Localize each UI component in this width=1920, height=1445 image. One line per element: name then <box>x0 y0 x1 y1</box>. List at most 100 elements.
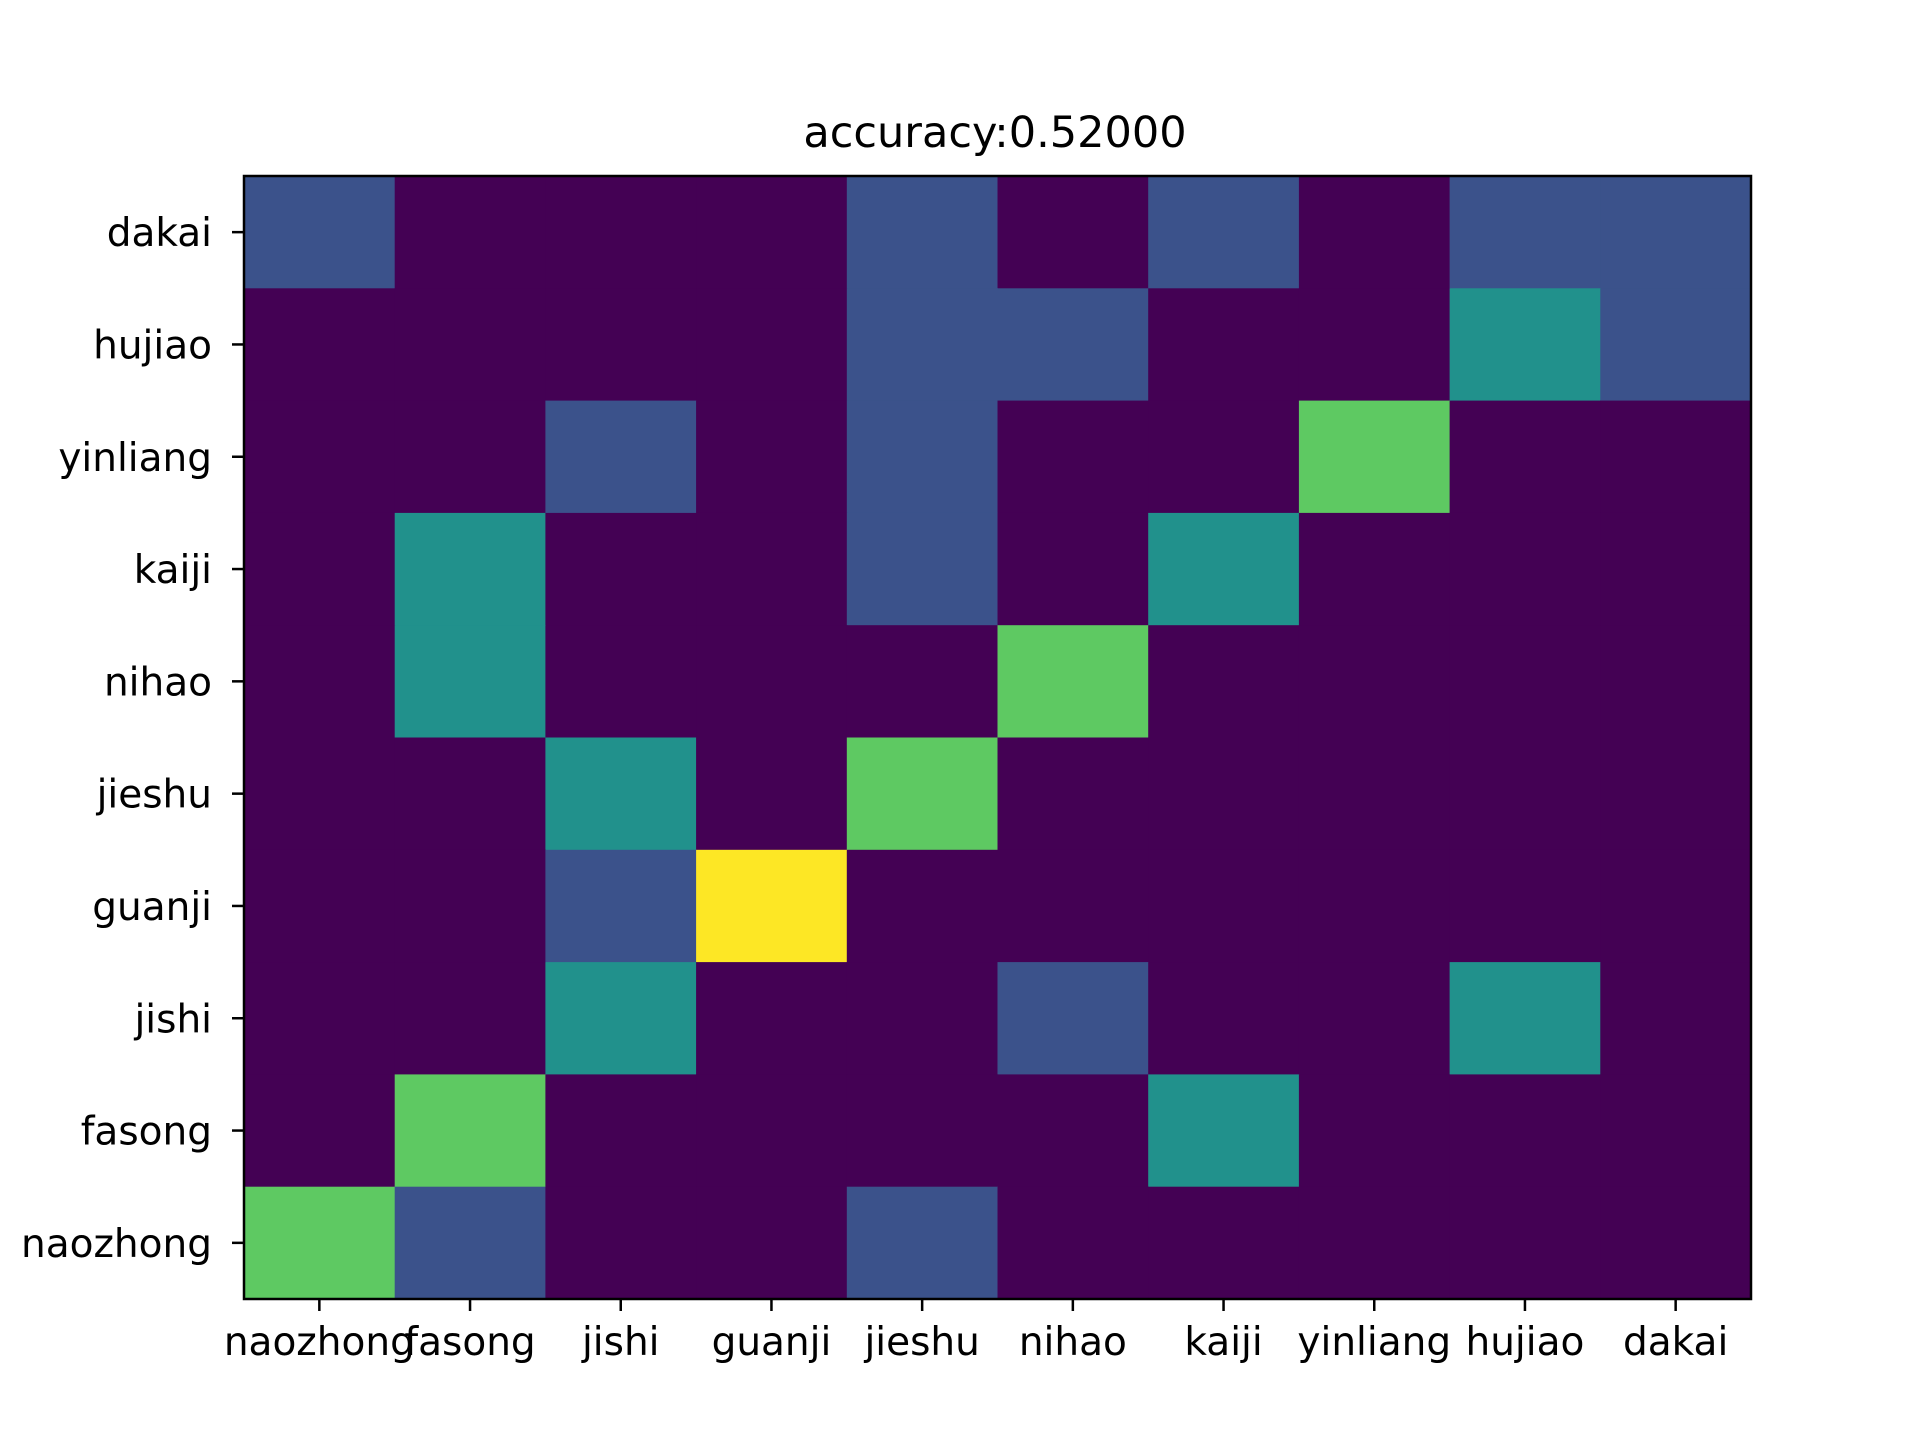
y-tick-label: dakai <box>107 211 212 256</box>
heatmap-cell <box>244 625 396 739</box>
heatmap-cell <box>997 1186 1149 1300</box>
heatmap-cell <box>244 400 396 514</box>
heatmap-cell <box>846 176 999 289</box>
heatmap-cell <box>545 176 697 289</box>
y-tick-label: hujiao <box>93 323 212 368</box>
heatmap-cell <box>696 1186 848 1300</box>
y-tick-label: jishi <box>133 997 212 1042</box>
heatmap-cell <box>1600 962 1752 1075</box>
heatmap-cell <box>1148 1186 1300 1300</box>
heatmap-cell <box>1298 512 1451 626</box>
heatmap-cell <box>1600 1186 1752 1300</box>
heatmap-cell <box>1148 1074 1300 1188</box>
heatmap-cell <box>997 288 1149 402</box>
x-tick-label: dakai <box>1623 1320 1728 1365</box>
x-tick-label: jieshu <box>863 1320 979 1365</box>
heatmap-cell <box>394 512 546 626</box>
heatmap-cells <box>244 176 1752 1300</box>
heatmap-cell <box>1298 176 1451 289</box>
heatmap-cell <box>997 1074 1149 1188</box>
heatmap-cell <box>997 512 1149 626</box>
heatmap-cell <box>997 625 1149 739</box>
heatmap-cell <box>997 849 1149 963</box>
y-tick-label: jieshu <box>96 773 212 818</box>
heatmap-cell <box>997 176 1149 289</box>
heatmap-cell <box>244 176 396 289</box>
heatmap-cell <box>394 288 546 402</box>
heatmap-cell <box>1298 849 1451 963</box>
heatmap-cell <box>846 962 999 1075</box>
heatmap-cell <box>545 849 697 963</box>
heatmap-cell <box>545 512 697 626</box>
heatmap-cell <box>1449 962 1601 1075</box>
heatmap-cell <box>846 1186 999 1300</box>
y-tick-label: nihao <box>104 660 212 705</box>
heatmap-cell <box>545 625 697 739</box>
heatmap-cell <box>545 400 697 514</box>
heatmap-cell <box>1148 176 1300 289</box>
heatmap-cell <box>545 288 697 402</box>
heatmap-cell <box>1148 849 1300 963</box>
heatmap-cell <box>545 962 697 1075</box>
heatmap-cell <box>244 737 396 851</box>
y-axis: dakai hujiao yinliang kaiji nihao jieshu guanj… <box>21 211 244 1267</box>
heatmap-cell <box>846 625 999 739</box>
heatmap-cell <box>997 962 1149 1075</box>
y-tick-label: yinliang <box>58 436 212 481</box>
heatmap-cell <box>846 512 999 626</box>
heatmap-cell <box>394 176 546 289</box>
heatmap-cell <box>1449 1186 1601 1300</box>
heatmap-cell <box>696 1074 848 1188</box>
heatmap-cell <box>1298 737 1451 851</box>
heatmap-cell <box>1600 176 1752 289</box>
heatmap-cell <box>1148 400 1300 514</box>
heatmap-cell <box>394 962 546 1075</box>
heatmap-cell <box>1148 625 1300 739</box>
heatmap-cell <box>244 512 396 626</box>
heatmap-cell <box>846 288 999 402</box>
x-tick-label: nihao <box>1019 1320 1127 1365</box>
heatmap-cell <box>1298 625 1451 739</box>
heatmap-cell <box>1600 625 1752 739</box>
heatmap-cell <box>394 625 546 739</box>
heatmap-cell <box>1449 737 1601 851</box>
heatmap-cell <box>545 1074 697 1188</box>
x-tick-label: jishi <box>581 1320 660 1365</box>
heatmap-cell <box>1298 1186 1451 1300</box>
chart-title: accuracy:0.52000 <box>803 108 1186 158</box>
heatmap-cell <box>1600 400 1752 514</box>
heatmap-cell <box>846 849 999 963</box>
heatmap-cell <box>846 1074 999 1188</box>
y-tick-label: fasong <box>81 1110 212 1155</box>
heatmap-cell <box>244 962 396 1075</box>
heatmap-cell <box>1449 176 1601 289</box>
heatmap-cell <box>1600 288 1752 402</box>
heatmap-cell <box>1298 1074 1451 1188</box>
heatmap-cell <box>394 1186 546 1300</box>
heatmap-cell <box>1148 512 1300 626</box>
heatmap-cell <box>1600 1074 1752 1188</box>
heatmap-cell <box>244 849 396 963</box>
heatmap-cell <box>1298 400 1451 514</box>
heatmap-cell <box>244 1186 396 1300</box>
heatmap-cell <box>696 400 848 514</box>
heatmap-cell <box>846 400 999 514</box>
heatmap-cell <box>696 176 848 289</box>
x-tick-label: hujiao <box>1466 1320 1585 1365</box>
heatmap-cell <box>1600 737 1752 851</box>
heatmap-cell <box>1600 849 1752 963</box>
heatmap-cell <box>696 288 848 402</box>
heatmap-cell <box>696 737 848 851</box>
heatmap-cell <box>696 849 848 963</box>
heatmap-cell <box>244 288 396 402</box>
heatmap-cell <box>1148 288 1300 402</box>
heatmap-cell <box>244 1074 396 1188</box>
heatmap-cell <box>696 512 848 626</box>
y-tick-label: kaiji <box>134 548 212 593</box>
heatmap-cell <box>1449 625 1601 739</box>
heatmap-cell <box>394 400 546 514</box>
y-tick-label: naozhong <box>21 1222 212 1267</box>
heatmap-cell <box>394 737 546 851</box>
